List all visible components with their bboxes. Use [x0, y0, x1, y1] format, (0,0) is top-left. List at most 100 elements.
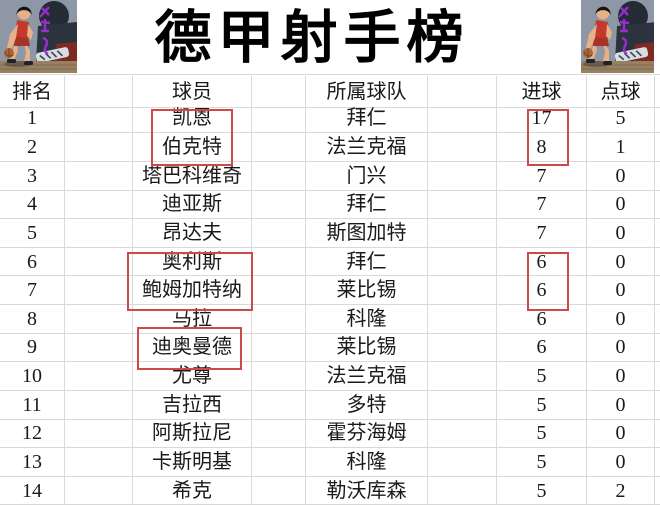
cell-empty: [655, 162, 660, 191]
cell-player-row-7: 鲍姆加特纳: [133, 276, 252, 305]
cell-goals-row-12: 5: [497, 419, 587, 449]
basketball-player-art-icon: [581, 0, 654, 73]
cell-empty: [252, 276, 306, 305]
cell-empty: [252, 419, 306, 449]
title-band: 德甲射手榜: [0, 0, 660, 75]
cell-player-row-8: 马拉: [133, 305, 252, 334]
cell-team-row-10: 法兰克福: [306, 362, 428, 391]
cell-rank-row-6: 6: [0, 247, 65, 277]
cell-team-row-9: 莱比锡: [306, 333, 428, 363]
cell-player-row-6: 奥利斯: [133, 247, 252, 277]
cell-empty: [65, 476, 133, 506]
cell-empty: [252, 219, 306, 248]
cell-player-row-3: 塔巴科维奇: [133, 161, 252, 191]
cell-rank-row-9: 9: [0, 333, 65, 363]
cell-empty: [655, 334, 660, 363]
header-goals: 进球: [497, 76, 587, 108]
cell-empty: [65, 247, 133, 277]
cell-penalties-row-5: 0: [587, 219, 655, 248]
cell-empty: [428, 247, 497, 277]
cell-goals-row-9: 6: [497, 333, 587, 363]
cell-goals-row-2: 8: [497, 133, 587, 162]
cell-empty: [655, 477, 660, 506]
cell-goals-row-3: 7: [497, 161, 587, 191]
cell-rank-row-10: 10: [0, 362, 65, 391]
cell-player-row-1: 凯恩: [133, 104, 252, 134]
cell-empty: [428, 419, 497, 449]
cell-empty: [65, 362, 133, 391]
cell-empty: [252, 161, 306, 191]
cell-empty: [428, 333, 497, 363]
cell-empty: [655, 391, 660, 420]
cell-empty: [428, 390, 497, 420]
cell-empty: [65, 276, 133, 305]
header-penalties: 点球: [587, 76, 655, 108]
cell-empty: [655, 276, 660, 305]
cell-player-row-13: 卡斯明基: [133, 448, 252, 477]
page-title: 德甲射手榜: [154, 7, 470, 70]
cell-empty: [65, 104, 133, 134]
header-team: 所属球队: [306, 76, 428, 108]
cell-penalties-row-7: 0: [587, 276, 655, 305]
cell-goals-row-10: 5: [497, 362, 587, 391]
cell-player-row-2: 伯克特: [133, 133, 252, 162]
cell-empty: [428, 133, 497, 162]
cell-empty: [655, 305, 660, 334]
decor-image-left: [0, 0, 77, 73]
cell-empty: [655, 420, 660, 449]
cell-team-row-12: 霍芬海姆: [306, 419, 428, 449]
cell-empty: [252, 305, 306, 334]
header-empty: [252, 76, 306, 108]
cell-empty: [65, 161, 133, 191]
cell-penalties-row-6: 0: [587, 247, 655, 277]
cell-player-row-5: 昂达夫: [133, 219, 252, 248]
cell-goals-row-8: 6: [497, 305, 587, 334]
cell-empty: [65, 333, 133, 363]
cell-rank-row-1: 1: [0, 104, 65, 134]
cell-empty: [65, 305, 133, 334]
cell-rank-row-8: 8: [0, 305, 65, 334]
cell-team-row-2: 法兰克福: [306, 133, 428, 162]
cell-player-row-14: 希克: [133, 476, 252, 506]
cell-empty: [428, 276, 497, 305]
cell-penalties-row-1: 5: [587, 104, 655, 134]
cell-empty: [428, 362, 497, 391]
cell-rank-row-3: 3: [0, 161, 65, 191]
cell-empty: [428, 219, 497, 248]
cell-rank-row-5: 5: [0, 219, 65, 248]
cell-player-row-11: 吉拉西: [133, 390, 252, 420]
decor-image-right: [581, 0, 654, 73]
cell-penalties-row-8: 0: [587, 305, 655, 334]
cell-penalties-row-14: 2: [587, 476, 655, 506]
cell-player-row-4: 迪亚斯: [133, 190, 252, 220]
cell-player-row-9: 迪奥曼德: [133, 333, 252, 363]
cell-rank-row-14: 14: [0, 476, 65, 506]
cell-rank-row-4: 4: [0, 190, 65, 220]
cell-empty: [252, 190, 306, 220]
cell-goals-row-14: 5: [497, 476, 587, 506]
cell-empty: [655, 362, 660, 391]
cell-team-row-13: 科隆: [306, 448, 428, 477]
cell-team-row-6: 拜仁: [306, 247, 428, 277]
cell-penalties-row-11: 0: [587, 390, 655, 420]
cell-team-row-3: 门兴: [306, 161, 428, 191]
cell-empty: [252, 333, 306, 363]
cell-goals-row-5: 7: [497, 219, 587, 248]
cell-rank-row-7: 7: [0, 276, 65, 305]
cell-empty: [655, 105, 660, 134]
cell-penalties-row-4: 0: [587, 190, 655, 220]
header-rank: 排名: [0, 76, 65, 108]
cell-empty: [252, 448, 306, 477]
cell-empty: [65, 190, 133, 220]
cell-empty: [252, 476, 306, 506]
scorers-table: 排名 球员 所属球队 进球 点球 1 凯恩 拜仁 17 5 2 伯克特 法兰克福 8 1 3 塔巴科维…: [0, 76, 660, 506]
cell-penalties-row-13: 0: [587, 448, 655, 477]
cell-penalties-row-10: 0: [587, 362, 655, 391]
cell-empty: [655, 248, 660, 277]
cell-team-row-7: 莱比锡: [306, 276, 428, 305]
cell-empty: [65, 219, 133, 248]
cell-empty: [655, 219, 660, 248]
cell-empty: [252, 390, 306, 420]
cell-rank-row-12: 12: [0, 419, 65, 449]
